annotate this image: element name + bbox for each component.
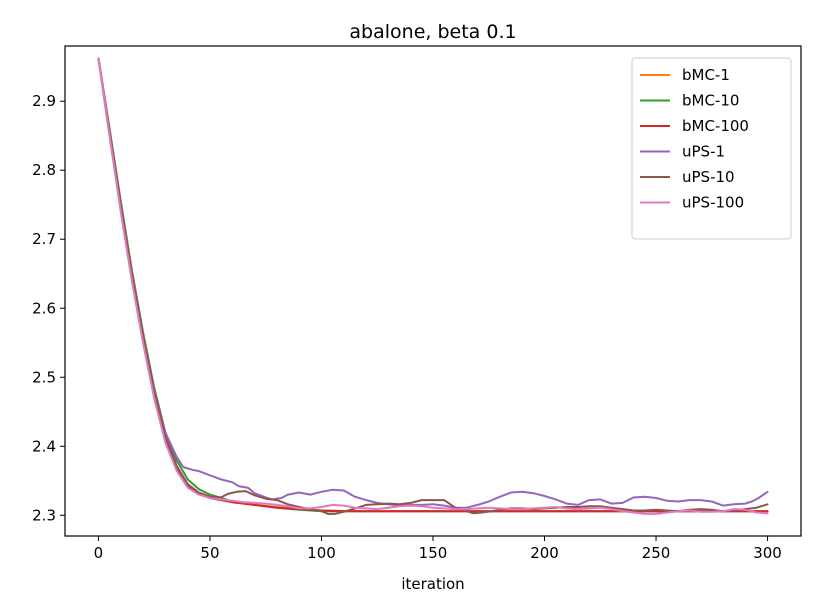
legend-label: uPS-100	[682, 194, 744, 212]
legend: bMC-1 bMC-10 bMC-100 uPS-1 uPS-10 uPS-100	[631, 57, 792, 240]
y-tick-label: 2.4	[32, 437, 56, 455]
series-line-ups-10	[97, 57, 769, 515]
series-layer	[97, 57, 769, 515]
series-line-ups-1	[97, 57, 769, 509]
y-tick-label: 2.8	[32, 161, 56, 179]
y-tick-label: 2.7	[32, 230, 56, 248]
legend-label: bMC-1	[682, 66, 730, 84]
legend-label: bMC-100	[682, 117, 749, 135]
x-tick-label: 100	[307, 544, 336, 562]
chart-title: abalone, beta 0.1	[349, 21, 516, 43]
x-tick-label: 50	[200, 544, 219, 562]
x-tick-label: 250	[642, 544, 671, 562]
legend-label: bMC-10	[682, 92, 739, 110]
y-tick-label: 2.9	[32, 92, 56, 110]
y-tick-label: 2.3	[32, 506, 56, 524]
ticks-layer: 0 50 100 150 200 250 300 2.3 2.4 2.5 2.6 2.7 2.8 2.9	[32, 92, 782, 562]
legend-box	[631, 57, 792, 240]
x-tick-label: 150	[419, 544, 448, 562]
x-tick-label: 200	[530, 544, 559, 562]
plot-frame	[64, 45, 802, 537]
x-tick-label: 300	[753, 544, 782, 562]
legend-label: uPS-10	[682, 168, 735, 186]
y-tick-label: 2.6	[32, 299, 56, 317]
x-axis-label: iteration	[401, 575, 464, 593]
x-tick-label: 0	[94, 544, 104, 562]
series-line-ups-100	[97, 57, 769, 515]
legend-label: uPS-1	[682, 143, 725, 161]
y-tick-label: 2.5	[32, 368, 56, 386]
